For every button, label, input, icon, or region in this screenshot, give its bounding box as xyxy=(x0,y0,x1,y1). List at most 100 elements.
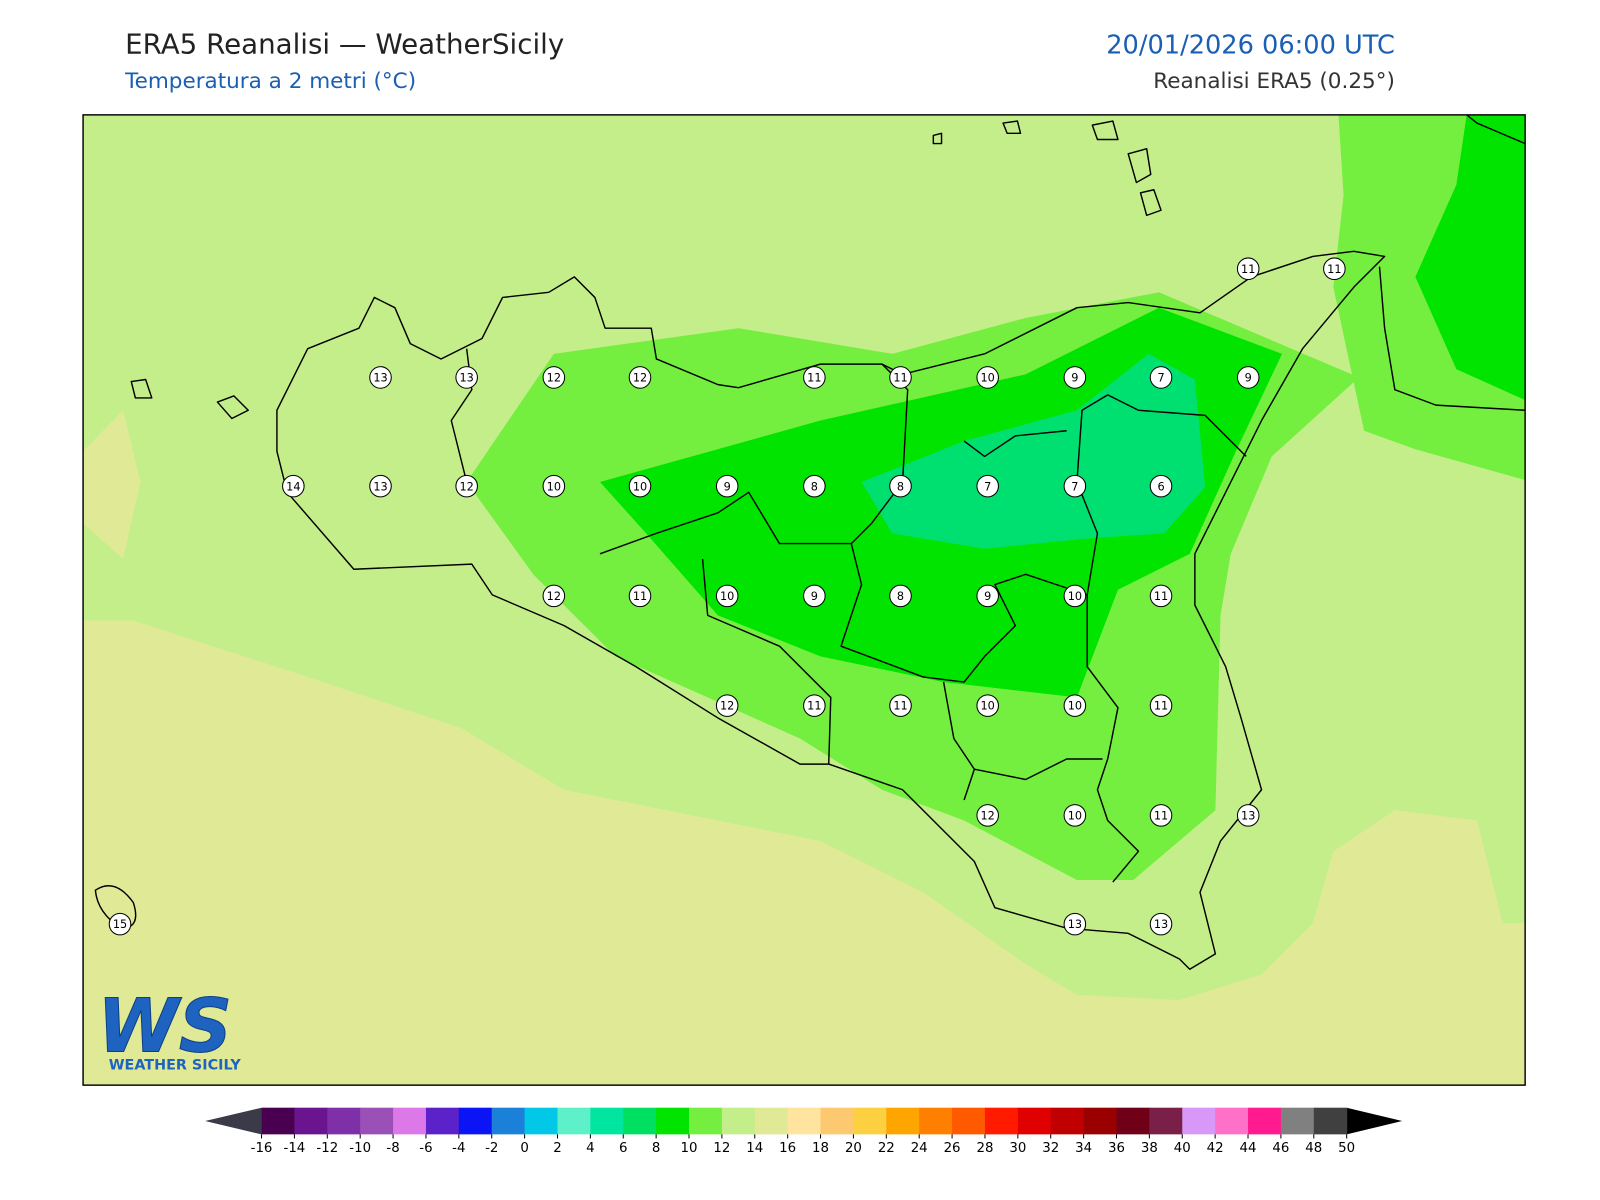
station-marker xyxy=(542,474,566,498)
station-marker xyxy=(282,474,305,498)
station-value: 10 xyxy=(720,590,734,603)
station-value: 7 xyxy=(1071,480,1078,493)
colorbar-bin xyxy=(754,1107,789,1135)
station-value: 13 xyxy=(1241,809,1255,822)
islands xyxy=(94,120,1162,929)
colorbar-bin xyxy=(458,1107,493,1135)
station-marker xyxy=(1149,366,1173,389)
station-marker xyxy=(803,474,826,498)
colorbar-tick-label: -16 xyxy=(251,1141,273,1156)
colorbar-bin xyxy=(360,1107,394,1135)
station-value: 11 xyxy=(893,700,907,713)
colorbar-tick-label: 42 xyxy=(1207,1141,1224,1156)
province-border xyxy=(450,348,1247,883)
colorbar-bin xyxy=(491,1107,526,1135)
colorbar-tick-label: 38 xyxy=(1141,1141,1158,1156)
station-marker xyxy=(1063,804,1087,827)
colorbar-bin xyxy=(590,1107,624,1135)
station-value: 12 xyxy=(720,700,734,713)
colorbar-tick-label: 26 xyxy=(944,1141,961,1156)
station-marker xyxy=(1236,366,1260,389)
colorbar-tick-label: 16 xyxy=(779,1141,796,1156)
station-value: 12 xyxy=(547,590,561,603)
station-value: 6 xyxy=(1157,480,1164,493)
colorbar-tick-label: 18 xyxy=(812,1141,829,1156)
colorbar-tick-label: -6 xyxy=(419,1141,432,1156)
colorbar-bin xyxy=(1083,1107,1118,1135)
sicily-coastline xyxy=(276,250,1386,970)
station-marker xyxy=(369,474,392,498)
colorbar-bin xyxy=(721,1107,756,1135)
station-value: 11 xyxy=(1154,700,1168,713)
station-marker xyxy=(976,366,999,389)
colorbar-tick-label: -10 xyxy=(349,1141,371,1156)
colorbar-tick-label: 2 xyxy=(553,1141,561,1156)
colorbar-bin xyxy=(524,1107,558,1135)
colorbar-bin xyxy=(1116,1107,1150,1135)
station-marker xyxy=(1063,912,1087,936)
title: ERA5 Reanalisi — WeatherSicily xyxy=(125,27,564,60)
colorbar-bin xyxy=(1182,1107,1216,1135)
station-marker xyxy=(1149,912,1173,936)
field-14-16 xyxy=(83,410,141,559)
colorbar-bin xyxy=(820,1107,854,1135)
station-marker xyxy=(889,694,912,717)
station-value: 10 xyxy=(981,700,995,713)
station-marker xyxy=(889,366,912,389)
station-value: 11 xyxy=(633,590,647,603)
colorbar-tick-label: -2 xyxy=(485,1141,498,1156)
station-value: 11 xyxy=(807,372,821,385)
colorbar-bin xyxy=(1017,1107,1052,1135)
station-marker xyxy=(889,474,912,498)
station-value: 11 xyxy=(1154,590,1168,603)
colorbar-tick-label: 24 xyxy=(911,1141,928,1156)
station-marker xyxy=(542,366,566,389)
station-value: 11 xyxy=(893,372,907,385)
colorbar-tick-label: 4 xyxy=(586,1141,594,1156)
field-14-16 xyxy=(83,620,1526,1086)
colorbar-bin xyxy=(1248,1107,1282,1135)
colorbar-tick-label: 34 xyxy=(1075,1141,1092,1156)
stations: 11 11 13 13 12 12 11 11 10 9 7 9 14 13 12 10 10 9 8 8 7 7 6 12 1… xyxy=(108,257,1346,936)
station-marker xyxy=(1063,366,1087,389)
station-value: 13 xyxy=(1068,918,1082,931)
station-marker xyxy=(455,474,478,498)
station-marker xyxy=(976,584,999,608)
station-value: 10 xyxy=(981,372,995,385)
station-marker xyxy=(1149,474,1173,498)
station-marker xyxy=(889,584,912,608)
station-value: 11 xyxy=(807,700,821,713)
logo-mark: WS xyxy=(97,983,232,1069)
colorbar-bin xyxy=(425,1107,460,1135)
station-marker xyxy=(976,694,999,717)
station-value: 9 xyxy=(1245,372,1252,385)
colorbar-tick-label: -12 xyxy=(316,1141,338,1156)
station-value: 12 xyxy=(633,372,647,385)
colorbar-bin xyxy=(853,1107,887,1135)
station-value: 10 xyxy=(547,480,561,493)
map xyxy=(83,114,1526,1086)
logo: WS WEATHER SICILY xyxy=(97,983,241,1074)
colorbar-bin xyxy=(787,1107,822,1135)
station-marker xyxy=(976,804,999,827)
station-marker xyxy=(1149,694,1173,717)
station-marker xyxy=(715,584,739,608)
station-value: 13 xyxy=(373,480,387,493)
colorbar-tick-label: -14 xyxy=(284,1141,306,1156)
station-value: 11 xyxy=(1327,263,1341,276)
station-value: 9 xyxy=(811,590,818,603)
colorbar-tick-label: 10 xyxy=(681,1141,698,1156)
station-value: 12 xyxy=(459,480,473,493)
colorbar-bin xyxy=(1313,1107,1348,1135)
station-value: 9 xyxy=(724,480,731,493)
colorbar-bin xyxy=(623,1107,657,1135)
station-marker xyxy=(1149,584,1173,608)
station-marker xyxy=(628,584,652,608)
colorbar-bin xyxy=(1280,1107,1315,1135)
colorbar-tick-label: 30 xyxy=(1009,1141,1026,1156)
station-marker xyxy=(108,912,132,936)
colorbar-bin xyxy=(327,1107,361,1135)
colorbar-tick-label: -8 xyxy=(386,1141,399,1156)
station-value: 13 xyxy=(459,372,473,385)
